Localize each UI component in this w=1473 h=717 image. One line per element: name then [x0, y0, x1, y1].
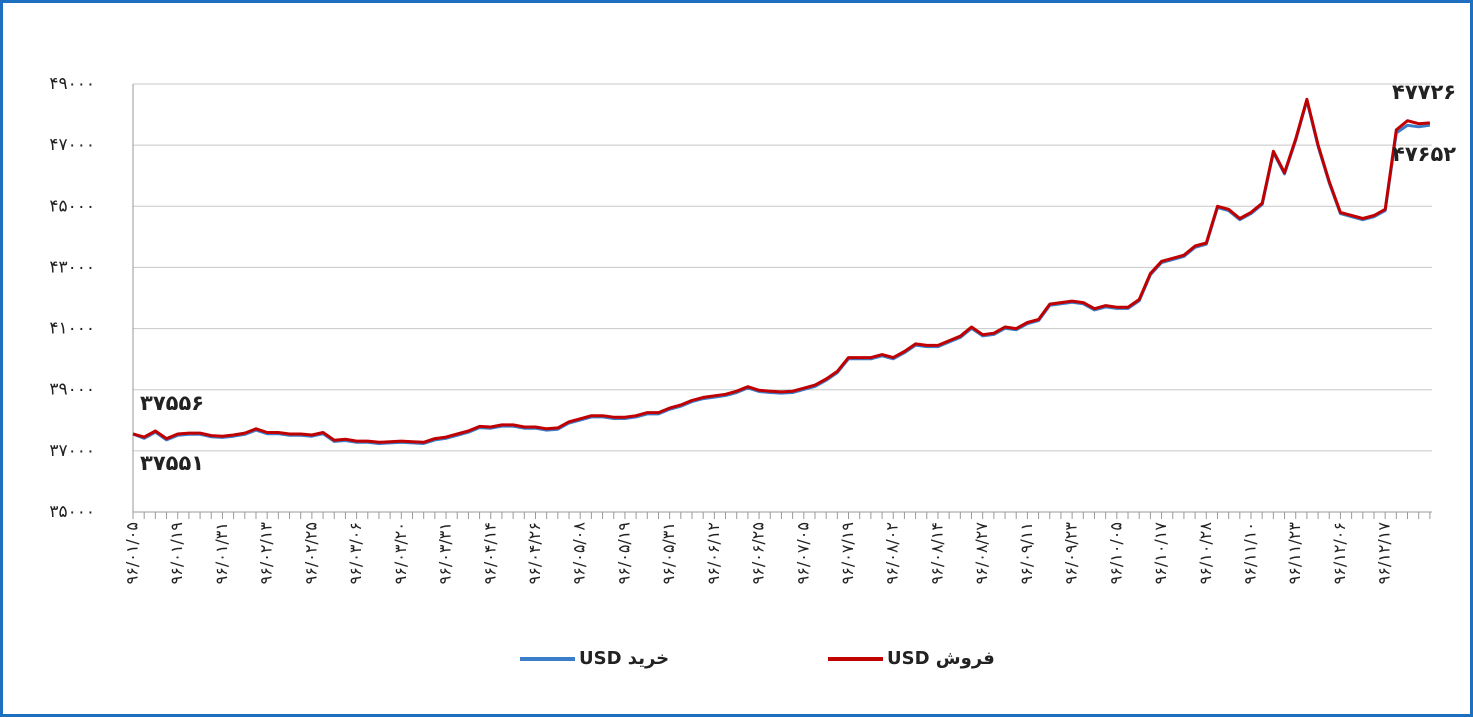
x-tick-label: ۹۶/۰۶/۱۲: [704, 522, 723, 584]
legend-label: خرید USD: [579, 648, 670, 669]
x-tick-label: ۹۶/۱۰/۰۵: [1106, 522, 1125, 584]
y-tick-label: ۳۹۰۰۰: [49, 380, 95, 400]
x-tick-label: ۹۶/۰۱/۰۵: [123, 522, 142, 584]
x-tick-label: ۹۶/۰۳/۲۰: [391, 522, 410, 584]
x-tick-label: ۹۶/۰۵/۳۱: [659, 522, 678, 584]
x-tick-label: ۹۶/۰۴/۲۶: [525, 522, 544, 584]
legend-swatch: [828, 656, 883, 661]
x-tick-label: ۹۶/۰۷/۰۵: [793, 522, 812, 584]
data-label: ۴۷۷۲۶: [1392, 80, 1456, 104]
legend-item: فروش USD: [828, 648, 995, 669]
y-tick-label: ۴۷۰۰۰: [49, 135, 95, 155]
x-tick-label: ۹۶/۰۷/۱۹: [838, 522, 857, 584]
x-tick-label: ۹۶/۱۲/۱۷: [1375, 522, 1394, 585]
x-tick-label: ۹۶/۰۴/۱۴: [480, 522, 499, 584]
x-tick-label: ۹۶/۰۹/۲۳: [1062, 522, 1081, 585]
x-tick-label: ۹۶/۰۱/۳۱: [212, 522, 231, 584]
legend-swatch: [520, 656, 575, 661]
x-tick-label: ۹۶/۰۳/۰۶: [346, 522, 365, 584]
x-tick-label: ۹۶/۰۸/۱۴: [927, 522, 946, 584]
legend-item: خرید USD: [520, 648, 669, 669]
x-tick-label: ۹۶/۰۸/۰۲: [883, 522, 902, 584]
x-tick-label: ۹۶/۰۸/۲۷: [972, 522, 991, 585]
x-tick-label: ۹۶/۱۱/۱۰: [1241, 522, 1260, 584]
data-label: ۴۷۶۵۲: [1392, 142, 1456, 166]
x-tick-label: ۹۶/۱۰/۲۸: [1196, 522, 1215, 585]
data-label: ۳۷۵۵۱: [140, 451, 204, 475]
y-tick-label: ۴۹۰۰۰: [49, 74, 95, 94]
y-tick-label: ۴۳۰۰۰: [49, 257, 95, 277]
y-tick-label: ۳۵۰۰۰: [49, 502, 95, 522]
x-tick-label: ۹۶/۰۲/۲۵: [301, 522, 320, 584]
x-tick-label: ۹۶/۰۶/۲۵: [749, 522, 768, 584]
x-tick-label: ۹۶/۰۹/۱۱: [1017, 522, 1036, 584]
y-tick-label: ۳۷۰۰۰: [49, 441, 95, 461]
y-tick-label: ۴۱۰۰۰: [49, 319, 95, 339]
series-line: [132, 97, 1431, 444]
x-tick-label: ۹۶/۰۱/۱۹: [167, 522, 186, 584]
x-tick-label: ۹۶/۱۰/۱۷: [1151, 522, 1170, 585]
x-tick-label: ۹۶/۰۵/۱۹: [614, 522, 633, 584]
legend-label: فروش USD: [887, 648, 995, 669]
y-tick-label: ۴۵۰۰۰: [49, 196, 95, 216]
x-tick-label: ۹۶/۰۲/۱۳: [257, 522, 276, 585]
x-tick-label: ۹۶/۰۳/۳۱: [436, 522, 455, 584]
x-tick-label: ۹۶/۱۲/۰۶: [1330, 522, 1349, 584]
data-label: ۳۷۵۵۶: [140, 391, 204, 415]
x-tick-label: ۹۶/۱۱/۲۳: [1285, 522, 1304, 585]
x-tick-label: ۹۶/۰۵/۰۸: [570, 522, 589, 585]
